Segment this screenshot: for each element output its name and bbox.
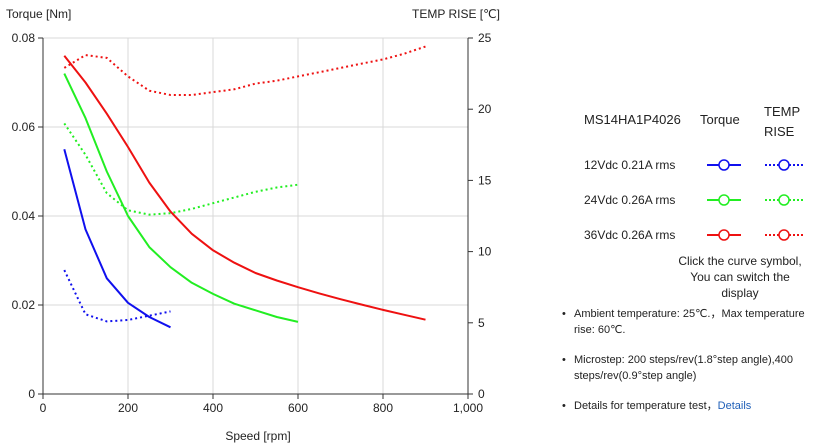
legend-row-36v: 36Vdc 0.26A rms bbox=[560, 226, 826, 244]
legend-row-24v: 24Vdc 0.26A rms bbox=[560, 191, 826, 209]
legend-torque-header: Torque bbox=[700, 112, 740, 127]
legend-row-label: 12Vdc 0.21A rms bbox=[584, 158, 676, 172]
y-right-tick-label: 10 bbox=[478, 245, 492, 259]
grid bbox=[43, 37, 469, 394]
y-right-tick-label: 15 bbox=[478, 173, 492, 187]
y-right-tick-label: 0 bbox=[478, 387, 485, 401]
y-right-axis-label: TEMP RISE [℃] bbox=[412, 7, 500, 21]
series-line-temp-1[interactable] bbox=[63, 269, 171, 323]
x-tick-label: 400 bbox=[203, 401, 223, 415]
hint-line1: Click the curve symbol, bbox=[678, 254, 802, 268]
y-left-tick-label: 0.02 bbox=[12, 298, 36, 312]
x-axis-label: Speed [rpm] bbox=[225, 429, 290, 443]
x-tick-label: 0 bbox=[40, 401, 47, 415]
y-left-tick-label: 0 bbox=[28, 387, 35, 401]
legend-row-label: 36Vdc 0.26A rms bbox=[584, 228, 676, 242]
y-left-tick-label: 0.06 bbox=[12, 120, 36, 134]
x-tick-label: 1,000 bbox=[453, 401, 483, 415]
series-layer bbox=[63, 45, 426, 329]
legend-torque-symbol-24v[interactable] bbox=[706, 191, 742, 209]
y-left-axis-label: Torque [Nm] bbox=[6, 7, 71, 21]
legend-temp-symbol-12v[interactable] bbox=[764, 156, 804, 174]
notes-list: Ambient temperature: 25℃.，Max temperatur… bbox=[562, 306, 817, 428]
legend-temp-symbol-24v[interactable] bbox=[764, 191, 804, 209]
note-details-text: Details for temperature test， bbox=[574, 400, 718, 412]
legend-header: MS14HA1P4026 Torque TEMP RISE bbox=[560, 100, 826, 144]
legend-temp-header-line2: RISE bbox=[764, 124, 795, 139]
series-line-temp-5[interactable] bbox=[63, 45, 426, 96]
details-link[interactable]: Details bbox=[717, 400, 752, 412]
axes: 0 200 400 600 800 1,00000.020.040.060.0805101… bbox=[12, 31, 492, 415]
x-tick-label: 200 bbox=[118, 401, 138, 415]
legend-torque-symbol-36v[interactable] bbox=[706, 226, 742, 244]
note-details: Details for temperature test，Details bbox=[562, 398, 817, 414]
torque-temp-chart: 0 200 400 600 800 1,00000.020.040.060.0805101… bbox=[6, 7, 500, 443]
series-line-torque-0[interactable] bbox=[63, 149, 171, 329]
legend-temp-header: TEMP RISE bbox=[764, 102, 800, 142]
y-left-tick-label: 0.04 bbox=[12, 209, 36, 223]
x-tick-label: 800 bbox=[373, 401, 393, 415]
note-ambient: Ambient temperature: 25℃.，Max temperatur… bbox=[562, 306, 817, 338]
legend-torque-symbol-12v[interactable] bbox=[706, 156, 742, 174]
series-line-torque-2[interactable] bbox=[63, 73, 299, 323]
series-line-torque-4[interactable] bbox=[63, 55, 426, 321]
note-microstep: Microstep: 200 steps/rev(1.8°step angle)… bbox=[562, 352, 817, 384]
legend-model: MS14HA1P4026 bbox=[584, 112, 681, 127]
y-right-tick-label: 25 bbox=[478, 31, 492, 45]
hint-line2: You can switch the display bbox=[690, 270, 790, 300]
legend-temp-header-line1: TEMP bbox=[764, 104, 801, 119]
y-left-tick-label: 0.08 bbox=[12, 31, 36, 45]
x-tick-label: 600 bbox=[288, 401, 308, 415]
legend-hint: Click the curve symbol, You can switch t… bbox=[670, 253, 810, 301]
series-line-temp-3[interactable] bbox=[63, 122, 299, 216]
y-right-tick-label: 5 bbox=[478, 316, 485, 330]
legend-row-label: 24Vdc 0.26A rms bbox=[584, 193, 676, 207]
legend-temp-symbol-36v[interactable] bbox=[764, 226, 804, 244]
y-right-tick-label: 20 bbox=[478, 102, 492, 116]
legend-row-12v: 12Vdc 0.21A rms bbox=[560, 156, 826, 174]
